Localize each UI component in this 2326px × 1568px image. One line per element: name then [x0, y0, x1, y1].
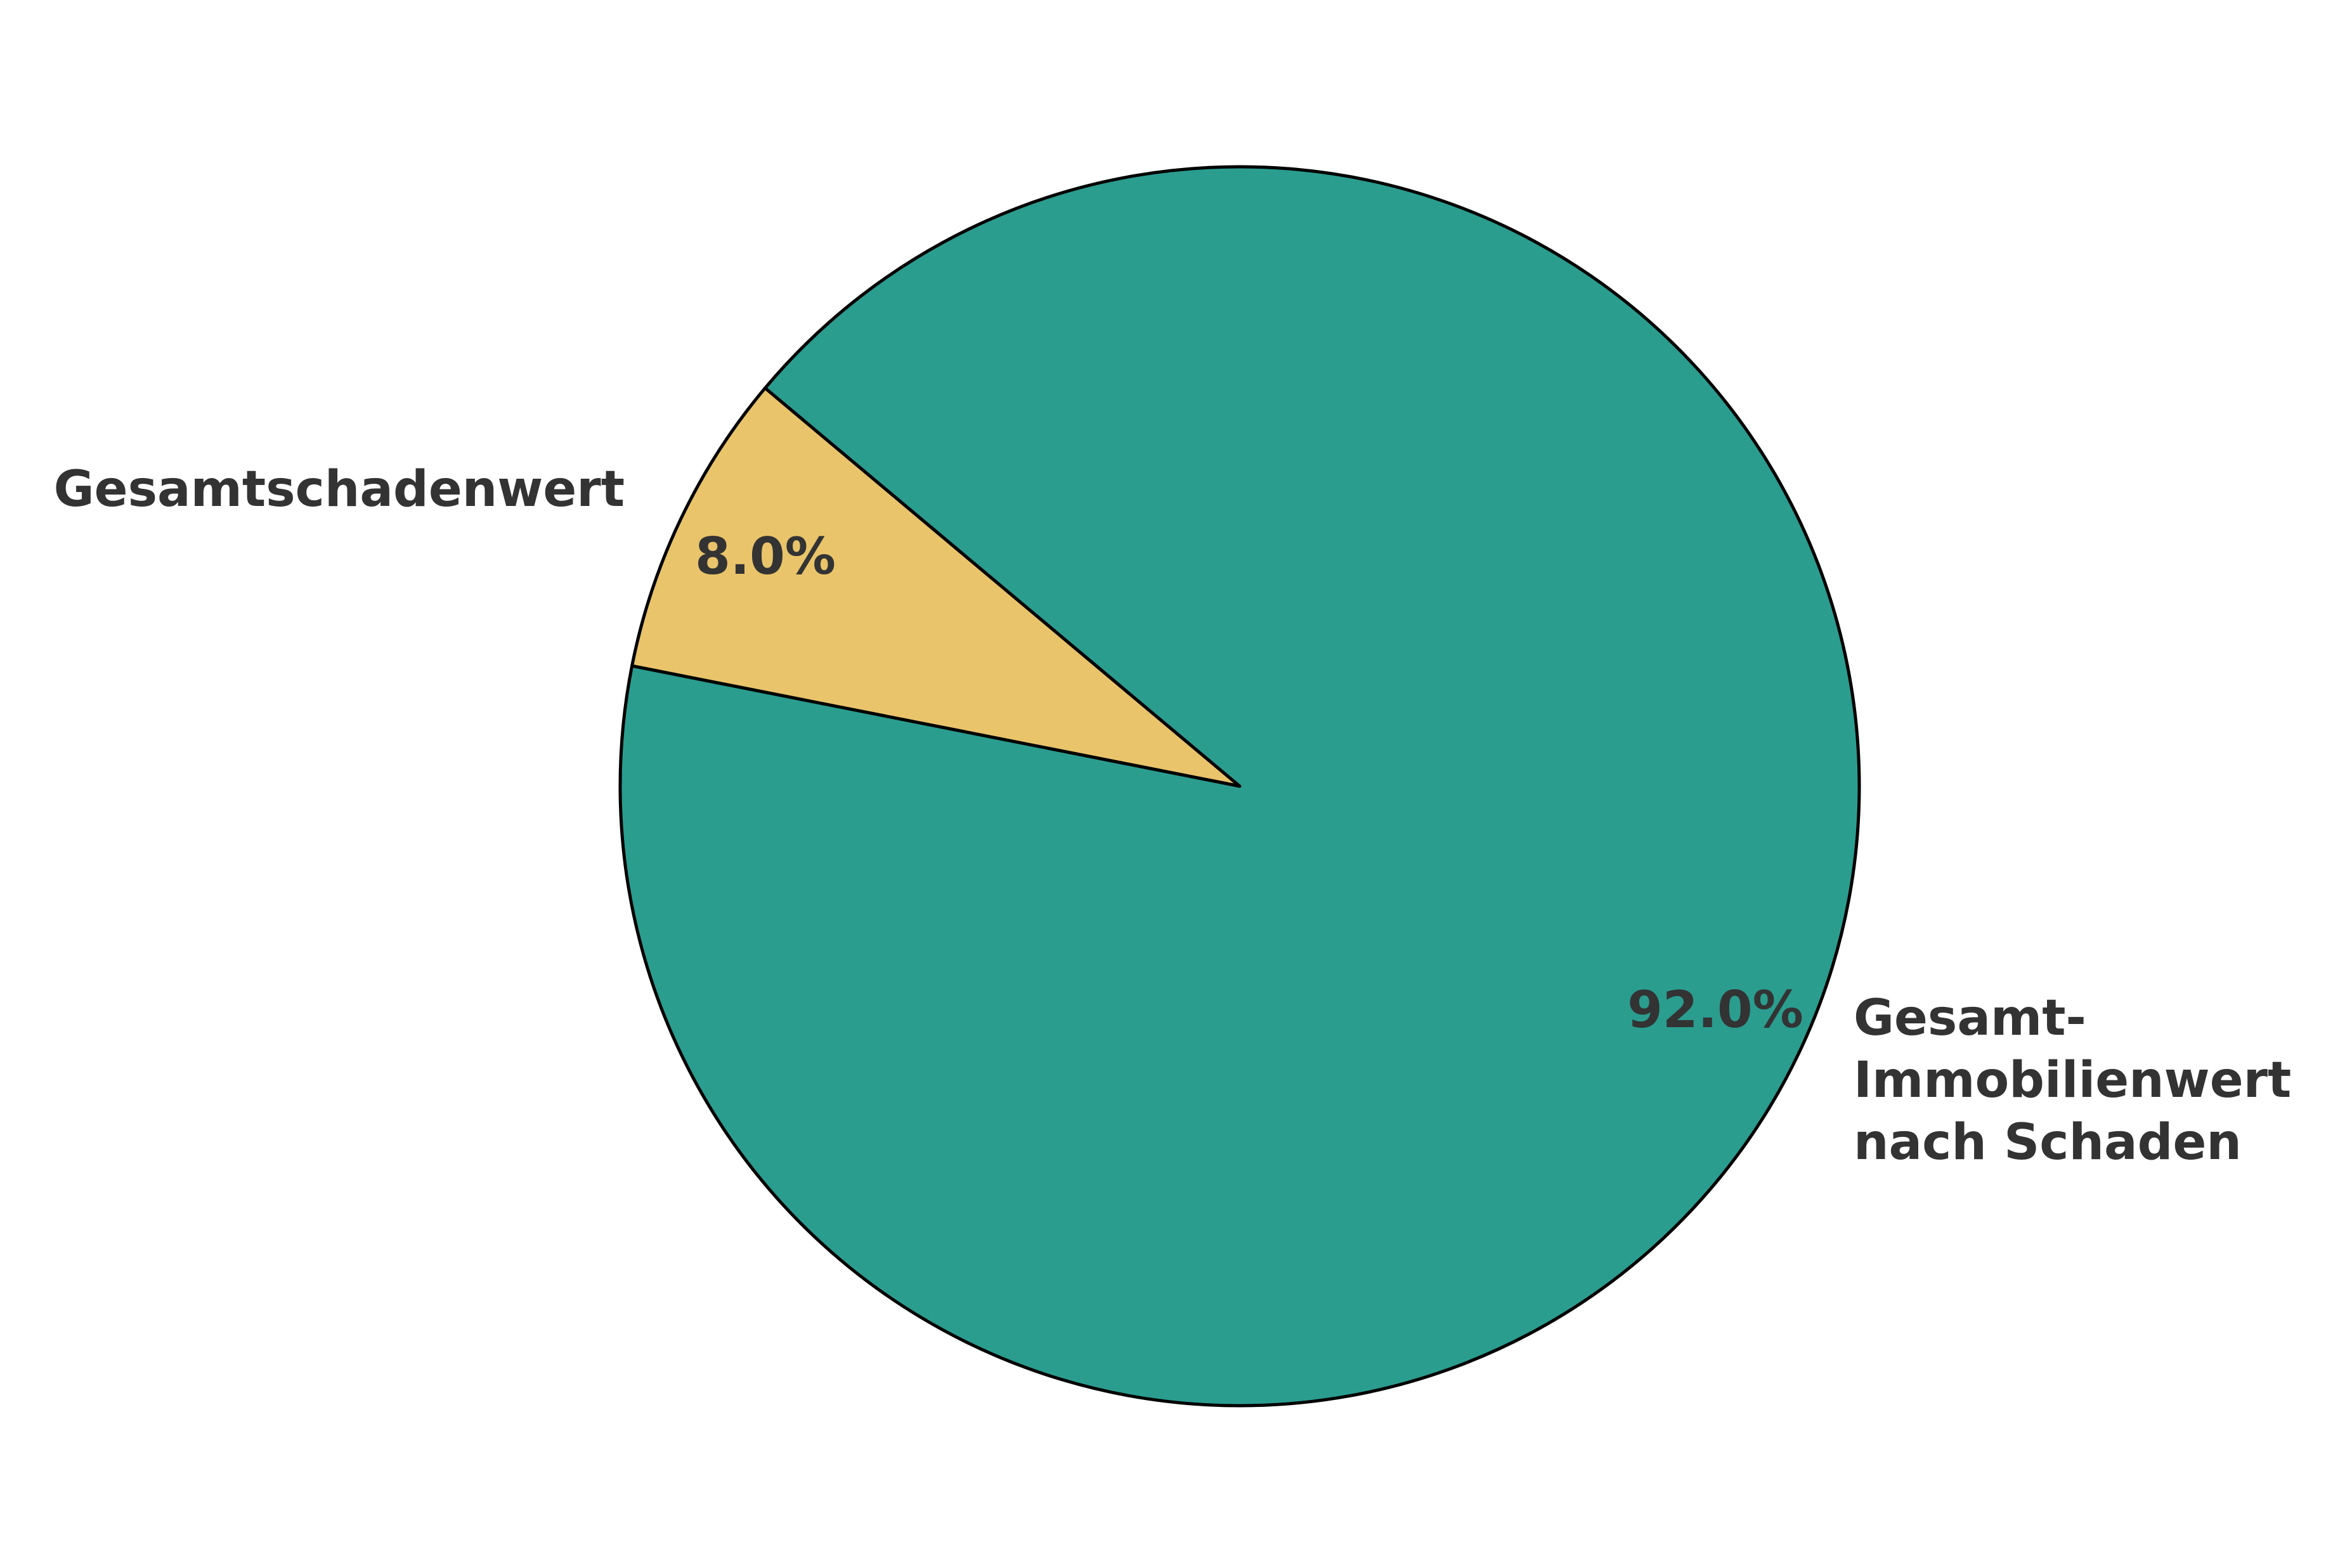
slice-label-gesamt-immobilienwert: Gesamt- Immobilienwert nach Schaden — [1854, 990, 2291, 1171]
slice-label-gesamtschadenwert: Gesamtschadenwert — [54, 461, 625, 518]
pie-slice-1 — [618, 165, 1861, 1408]
slice-percent-label: 8.0% — [695, 527, 836, 586]
pie-slices — [618, 165, 1861, 1408]
slice-category-label-line: Immobilienwert — [1854, 1052, 2291, 1109]
pie-slice-0 — [630, 386, 1242, 788]
slice-category-label: Gesamtschadenwert — [54, 461, 625, 518]
slice-category-label-line: nach Schaden — [1854, 1114, 2242, 1171]
slice-percent-label: 92.0% — [1627, 980, 1803, 1039]
slice-pct-gesamtschadenwert: 8.0% — [695, 527, 836, 586]
slice-category-label-line: Gesamt- — [1854, 990, 2086, 1047]
slice-pct-gesamt-immobilienwert: 92.0% — [1627, 980, 1803, 1039]
